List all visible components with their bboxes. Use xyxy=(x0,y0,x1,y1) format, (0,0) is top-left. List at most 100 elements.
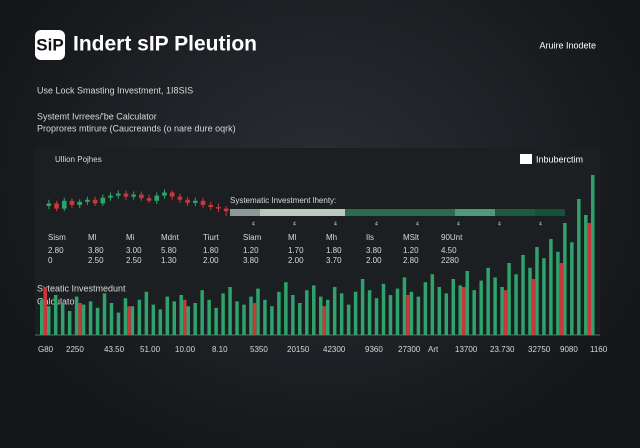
volume-bar xyxy=(570,242,574,335)
volume-bar xyxy=(500,287,504,335)
table-header: Slam xyxy=(243,233,262,242)
volume-bar xyxy=(444,293,449,335)
candle-body xyxy=(208,204,214,208)
volume-bar xyxy=(102,293,107,335)
volume-bar xyxy=(319,296,323,335)
candle-body xyxy=(61,200,67,209)
x-label: 2250 xyxy=(66,345,84,354)
volume-bar xyxy=(172,301,177,335)
volume-bar xyxy=(367,290,372,335)
volume-bar xyxy=(472,290,476,335)
volume-bar xyxy=(521,255,525,335)
volume-bar xyxy=(542,258,546,335)
candle-body xyxy=(69,200,75,205)
volume-bar xyxy=(81,304,86,335)
progress-mark: 4 xyxy=(539,221,542,227)
candle-body xyxy=(46,203,52,206)
volume-bar xyxy=(67,311,72,335)
x-label: Art xyxy=(428,345,439,354)
header-action[interactable]: Aruire Inodete xyxy=(539,40,596,50)
x-label: 27300 xyxy=(398,345,421,354)
volume-bar xyxy=(437,287,442,335)
progress-mark: 4 xyxy=(498,221,501,227)
table-cell: 5.80 xyxy=(161,246,177,255)
volume-bar xyxy=(235,301,239,335)
table-header: Sism xyxy=(48,233,66,242)
volume-bar xyxy=(40,299,44,335)
volume-bar xyxy=(346,304,351,335)
table-header: Mdnt xyxy=(161,233,180,242)
x-label: 32750 xyxy=(528,345,551,354)
table-header: Tiurt xyxy=(203,233,219,242)
volume-bar xyxy=(179,295,183,335)
table-header: MSlt xyxy=(403,233,420,242)
table-cell: 4.50 xyxy=(441,246,457,255)
candle-body xyxy=(154,195,160,201)
table-cell: 1.80 xyxy=(326,246,342,255)
volume-bar xyxy=(406,295,410,335)
volume-bar xyxy=(165,296,170,335)
volume-bar xyxy=(252,303,257,335)
volume-bar xyxy=(395,288,400,335)
table-cell: 3.80 xyxy=(366,246,382,255)
candle-body xyxy=(200,200,206,205)
volume-bar xyxy=(74,296,79,335)
table-cell: 2.50 xyxy=(88,256,104,265)
volume-bar xyxy=(322,306,326,335)
table-cell: 1.30 xyxy=(161,256,177,265)
candle-body xyxy=(177,196,183,200)
volume-bar xyxy=(144,291,149,335)
progress-bar xyxy=(230,209,565,216)
volume-bar xyxy=(78,303,82,335)
table-header: Mh xyxy=(326,233,337,242)
volume-bar xyxy=(60,303,65,335)
volume-bar xyxy=(116,312,121,335)
table-cell: 2.80 xyxy=(403,256,419,265)
candle-body xyxy=(193,200,198,203)
volume-bar xyxy=(479,280,483,335)
intro-line: Use Lock Smasting Investment, 1I8SIS xyxy=(37,85,193,95)
volume-bar xyxy=(451,279,456,335)
table-header: Ils xyxy=(366,233,374,242)
volume-bar xyxy=(43,287,47,335)
candle-body xyxy=(123,193,129,197)
volume-bar xyxy=(339,293,344,335)
legend: Inbuberctim xyxy=(536,154,583,164)
volume-bar xyxy=(109,303,114,335)
progress-mark: 4 xyxy=(252,221,255,227)
volume-bar xyxy=(402,277,407,335)
volume-bar xyxy=(256,288,260,335)
x-label: 9080 xyxy=(560,345,578,354)
volume-bar xyxy=(221,293,225,335)
x-label: 42300 xyxy=(323,345,346,354)
volume-bar xyxy=(409,291,414,335)
volume-bar xyxy=(332,287,337,335)
intro-heading: Systemt Ivrrees/'be Calculator xyxy=(37,111,157,121)
volume-bar xyxy=(514,274,518,335)
x-label: G80 xyxy=(38,345,54,354)
volume-title: Syteatic Investmedunt xyxy=(37,283,126,293)
volume-bar xyxy=(528,267,532,335)
x-label: 1160 xyxy=(590,345,608,354)
volume-bar xyxy=(298,303,302,335)
volume-bar xyxy=(461,287,466,335)
logo: SiP xyxy=(36,35,63,54)
volume-bar xyxy=(430,274,435,335)
x-label: 5350 xyxy=(250,345,268,354)
candle-body xyxy=(54,203,59,209)
candle-body xyxy=(162,192,167,196)
volume-bar xyxy=(587,223,592,335)
volume-bar xyxy=(53,295,58,335)
progress-mark: 4 xyxy=(457,221,460,227)
volume-bar xyxy=(416,296,421,335)
candle-body xyxy=(223,208,229,212)
candle-body xyxy=(115,193,121,196)
table-header: Mi xyxy=(126,233,135,242)
table-header: 90Unt xyxy=(441,233,463,242)
volume-bar xyxy=(486,267,490,335)
volume-bar xyxy=(291,295,295,335)
candle-body xyxy=(131,194,136,197)
volume-bar xyxy=(465,271,469,335)
